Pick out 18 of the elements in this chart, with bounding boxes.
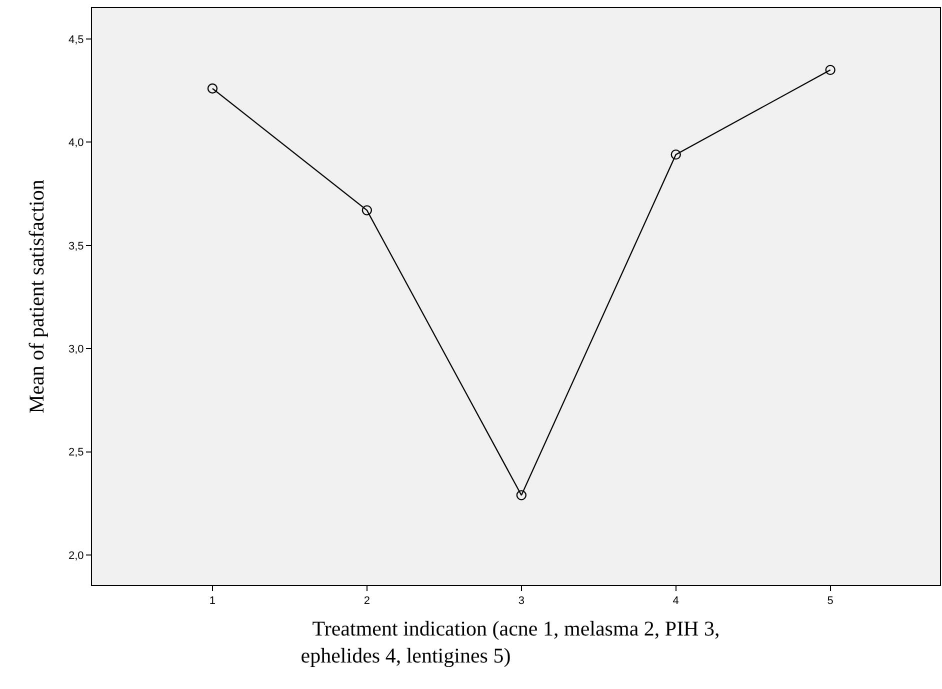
point — [516, 490, 527, 500]
y-tick-label: 2,0 — [68, 550, 84, 562]
point — [362, 205, 372, 216]
y-tick-label: 4,0 — [68, 137, 84, 150]
x-tick-label: 4 — [672, 595, 679, 608]
x-tick-label: 1 — [209, 595, 216, 608]
point — [207, 83, 218, 94]
y-tick-label: 4,5 — [68, 34, 84, 46]
x-tick-label: 3 — [518, 595, 524, 608]
x-tick-label: 2 — [364, 595, 370, 608]
y-axis-title: Mean of patient satisfaction — [24, 179, 49, 414]
point — [670, 149, 681, 160]
x-axis-title: Treatment indication (acne 1, melasma 2, PIH 3, ephelides 4, lentigines 5) — [300, 616, 732, 668]
y-tick-label: 3,0 — [68, 343, 84, 356]
x-tick-label: 5 — [827, 595, 834, 608]
y-tick-label: 2,5 — [68, 446, 84, 459]
point — [825, 64, 836, 76]
y-tick-label: 3,5 — [68, 240, 84, 252]
